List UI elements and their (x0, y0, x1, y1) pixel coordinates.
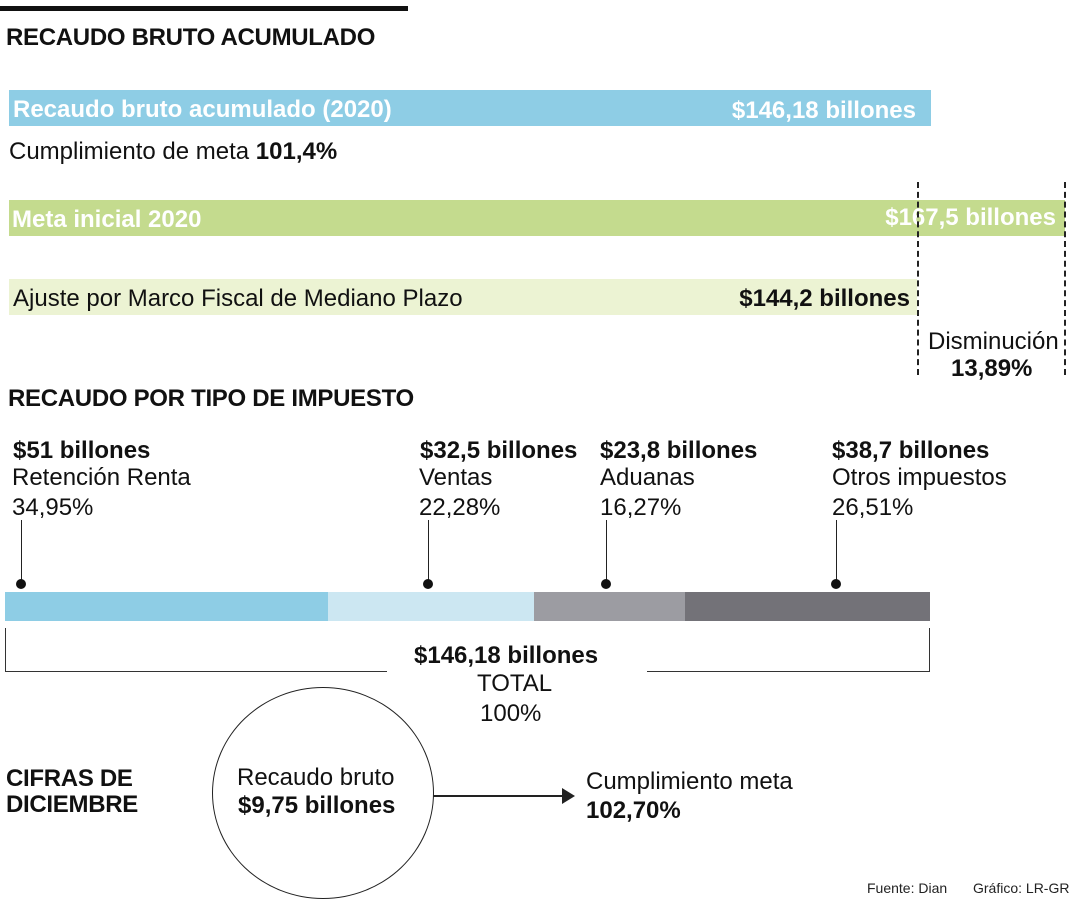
source-credit: Fuente: Dian (867, 880, 948, 896)
ventas-dot (423, 579, 433, 589)
total-bracket-bottom-left (5, 671, 387, 672)
december-gross-value: $9,75 billones (238, 792, 396, 819)
total-label: TOTAL (477, 670, 553, 697)
total-pct: 100% (480, 700, 542, 727)
stacked-segment-1 (5, 592, 329, 621)
ventas-value: $32,5 billones (420, 437, 578, 464)
compliance-line: Cumplimiento de meta 101,4% (9, 138, 337, 166)
otros-name: Otros impuestos (832, 464, 1007, 491)
accumulated-bar-value: $146,18 billones (731, 97, 916, 124)
retencion-leader (21, 520, 22, 582)
aduanas-value: $23,8 billones (600, 437, 758, 464)
decrease-label: Disminución (928, 328, 1059, 355)
aduanas-name: Aduanas (600, 464, 695, 491)
meta-bar-value: $167,5 billones (885, 204, 1056, 231)
dashed-marker-right (1064, 182, 1066, 375)
gross-circle (212, 687, 434, 899)
arrow-right-icon (562, 788, 575, 804)
total-bracket-left (5, 628, 6, 672)
accumulated-bar-label: Recaudo bruto acumulado (2020) (13, 96, 392, 123)
meta-bar-label: Meta inicial 2020 (12, 206, 202, 233)
compliance-text: Cumplimiento de meta (9, 138, 250, 165)
retencion-name: Retención Renta (12, 464, 191, 491)
adjust-bar-value: $144,2 billones (739, 285, 910, 312)
otros-pct: 26,51% (832, 494, 914, 521)
aduanas-leader (606, 520, 607, 582)
graphic-credit: Gráfico: LR-GR (973, 880, 1070, 896)
otros-leader (836, 520, 837, 582)
page-title: RECAUDO BRUTO ACUMULADO (6, 24, 376, 51)
retencion-pct: 34,95% (12, 494, 94, 521)
aduanas-dot (601, 579, 611, 589)
december-title-line2: DICIEMBRE (6, 791, 138, 818)
december-compliance-label: Cumplimiento meta (586, 768, 793, 795)
accumulated-bar (9, 90, 931, 126)
aduanas-pct: 16,27% (600, 494, 682, 521)
stacked-segment-2 (328, 592, 535, 621)
dashed-marker-left (917, 182, 919, 375)
total-bracket-right (929, 628, 930, 672)
adjust-bar-label: Ajuste por Marco Fiscal de Mediano Plazo (13, 285, 463, 312)
december-gross-label: Recaudo bruto (237, 764, 395, 791)
meta-bar (9, 200, 1065, 236)
ventas-name: Ventas (419, 464, 493, 491)
decrease-value: 13,89% (951, 355, 1033, 382)
retencion-dot (16, 579, 26, 589)
arrow-line (433, 795, 567, 797)
title-rule (0, 6, 408, 11)
otros-dot (831, 579, 841, 589)
retencion-value: $51 billones (13, 437, 151, 464)
otros-value: $38,7 billones (832, 437, 990, 464)
december-title-line1: CIFRAS DE (6, 765, 133, 792)
total-value: $146,18 billones (414, 642, 599, 669)
december-compliance-value: 102,70% (586, 797, 681, 824)
stacked-segment-4 (684, 592, 930, 621)
compliance-value: 101,4% (255, 138, 338, 165)
stacked-segment-3 (534, 592, 685, 621)
ventas-pct: 22,28% (419, 494, 501, 521)
tax-section-title: RECAUDO POR TIPO DE IMPUESTO (8, 385, 414, 412)
adjust-bar (9, 279, 917, 315)
total-bracket-bottom-right (647, 671, 930, 672)
ventas-leader (428, 520, 429, 582)
